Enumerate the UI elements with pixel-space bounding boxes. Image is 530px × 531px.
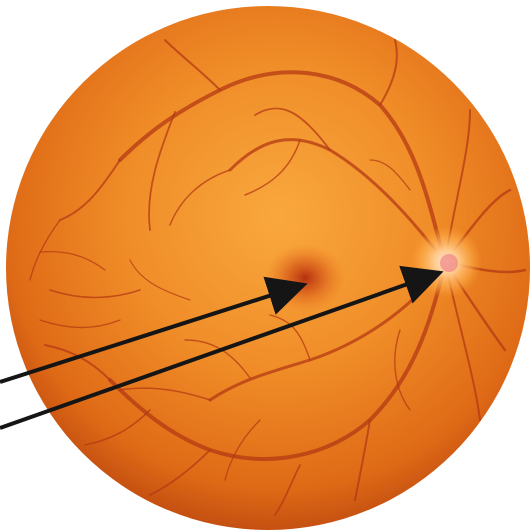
optic-disc-core	[440, 254, 458, 272]
macula-arrow	[0, 276, 308, 384]
blood-vessels	[29, 39, 527, 516]
macula	[265, 244, 345, 312]
optic-disc-arrow	[0, 265, 444, 430]
